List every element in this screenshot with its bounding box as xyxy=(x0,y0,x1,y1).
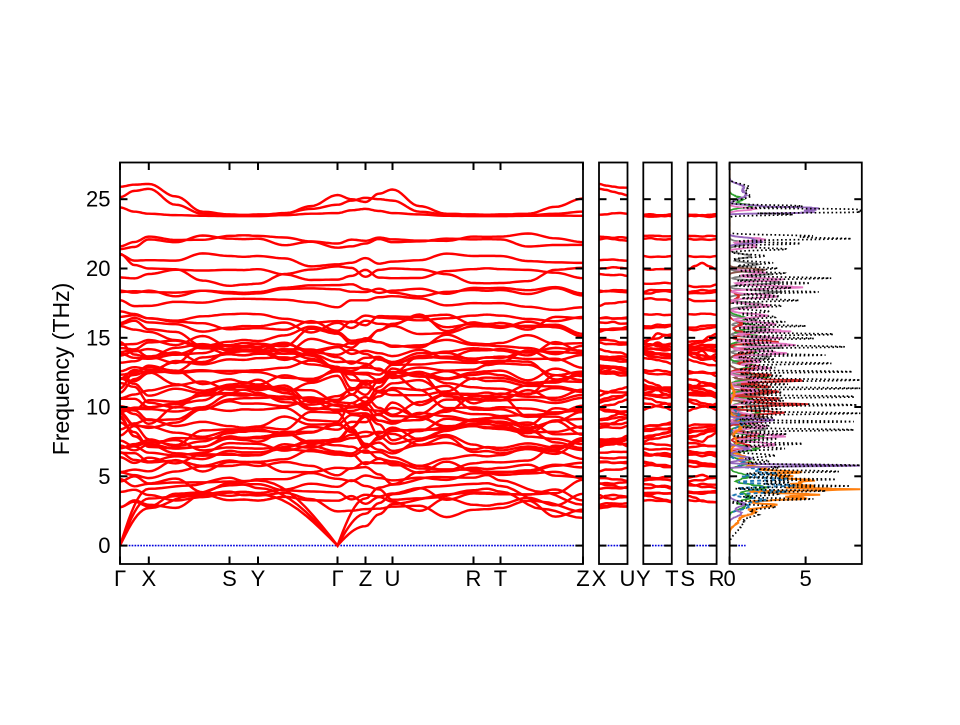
svg-text:R: R xyxy=(466,566,482,591)
svg-text:0: 0 xyxy=(98,533,110,558)
svg-text:X: X xyxy=(141,566,156,591)
svg-text:T: T xyxy=(494,566,507,591)
svg-text:S: S xyxy=(680,566,695,591)
svg-text:R: R xyxy=(709,566,725,591)
svg-text:X: X xyxy=(592,566,607,591)
svg-text:S: S xyxy=(222,566,237,591)
svg-text:5: 5 xyxy=(799,566,811,591)
svg-text:Γ: Γ xyxy=(331,566,343,591)
svg-text:U: U xyxy=(620,566,636,591)
svg-text:20: 20 xyxy=(86,256,110,281)
svg-text:10: 10 xyxy=(86,395,110,420)
svg-text:0: 0 xyxy=(723,566,735,591)
svg-text:Y: Y xyxy=(251,566,266,591)
svg-text:Z: Z xyxy=(359,566,372,591)
svg-text:15: 15 xyxy=(86,325,110,350)
svg-text:Frequency (THz): Frequency (THz) xyxy=(48,283,74,456)
svg-text:T: T xyxy=(665,566,678,591)
svg-text:25: 25 xyxy=(86,187,110,212)
svg-text:U: U xyxy=(385,566,401,591)
svg-text:5: 5 xyxy=(98,464,110,489)
svg-text:Y: Y xyxy=(636,566,651,591)
svg-text:Z: Z xyxy=(576,566,589,591)
svg-text:Γ: Γ xyxy=(114,566,126,591)
